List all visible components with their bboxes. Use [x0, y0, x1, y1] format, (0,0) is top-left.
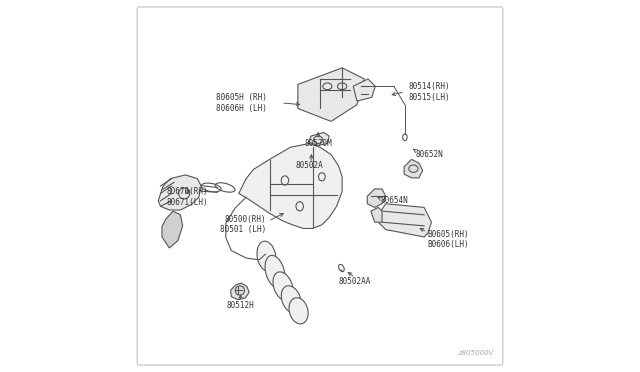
Ellipse shape — [289, 298, 308, 324]
Ellipse shape — [257, 241, 276, 271]
Text: 80514(RH)
80515(LH): 80514(RH) 80515(LH) — [408, 82, 450, 102]
Ellipse shape — [265, 256, 285, 288]
Ellipse shape — [273, 272, 293, 301]
Text: 80500(RH)
80501 (LH): 80500(RH) 80501 (LH) — [220, 215, 266, 234]
Text: 80502AA: 80502AA — [339, 278, 371, 286]
Text: B0605(RH)
B0606(LH): B0605(RH) B0606(LH) — [427, 230, 468, 249]
Polygon shape — [298, 68, 364, 121]
Polygon shape — [309, 132, 329, 145]
Text: z805000V: z805000V — [458, 350, 493, 356]
Polygon shape — [353, 79, 376, 101]
Text: 80670(RH)
80671(LH): 80670(RH) 80671(LH) — [167, 187, 209, 207]
Polygon shape — [239, 144, 342, 228]
Polygon shape — [404, 160, 422, 178]
Text: 80502A: 80502A — [295, 161, 323, 170]
Ellipse shape — [282, 286, 301, 313]
Polygon shape — [378, 204, 431, 237]
Polygon shape — [162, 211, 182, 248]
Text: 80512H: 80512H — [227, 301, 255, 311]
Text: 80654N: 80654N — [381, 196, 409, 205]
Polygon shape — [367, 189, 386, 208]
Text: 80570M: 80570M — [304, 139, 332, 148]
Polygon shape — [302, 154, 322, 166]
Polygon shape — [371, 208, 382, 222]
Polygon shape — [158, 175, 201, 210]
Text: 80605H (RH)
80606H (LH): 80605H (RH) 80606H (LH) — [216, 93, 266, 113]
Polygon shape — [230, 283, 249, 300]
Text: 80652N: 80652N — [416, 150, 444, 159]
